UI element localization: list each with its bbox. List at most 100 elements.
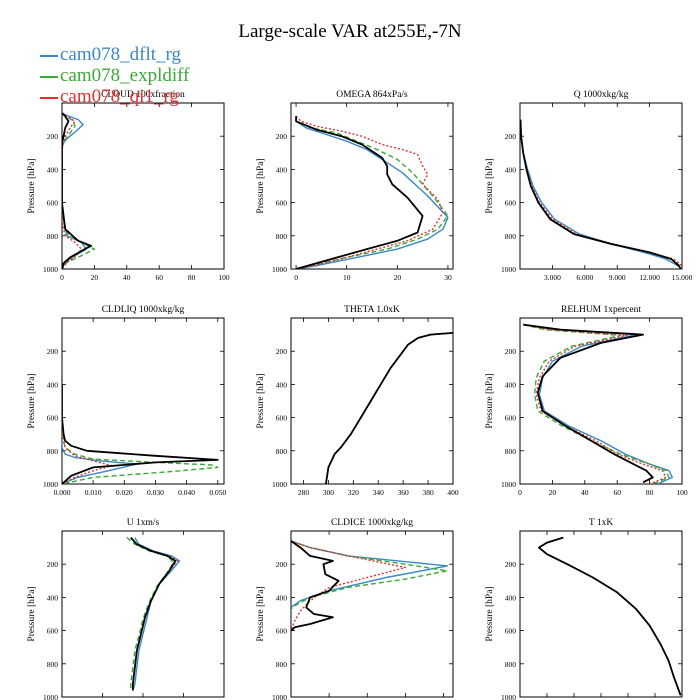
panel-title: RELHUM 1xpercent (561, 305, 641, 315)
series-line-expl (325, 332, 453, 484)
panel-frame (519, 317, 683, 485)
series-group (62, 384, 219, 484)
legend-item-dflt: cam078_dflt_rg (40, 44, 189, 65)
series-line-qi1 (291, 540, 407, 631)
y-axis-label: Pressure [hPa] (27, 158, 37, 213)
series-line-ref (538, 536, 682, 696)
y-tick-label: 1000 (43, 265, 58, 274)
x-tick-label: 0.030 (147, 488, 164, 497)
x-tick-label: 80 (646, 488, 654, 497)
y-tick-label: 1000 (272, 265, 287, 274)
series-line-dflt (325, 332, 453, 484)
y-tick-label: 400 (276, 593, 288, 602)
legend-item-qi1: cam078_qi1_rg (40, 86, 189, 107)
series-line-qi1 (130, 537, 179, 691)
series-group (538, 536, 682, 696)
panel-2: Q 1000xkg/kg Pressure [hPa] 200 400 600 800 10… (485, 90, 693, 282)
x-tick-label: 0.040 (178, 488, 195, 497)
legend-swatch-qi1 (40, 96, 58, 99)
x-tick-label: 10 (343, 273, 351, 282)
y-tick-label: 400 (276, 380, 288, 389)
x-tick-label: 9.000 (609, 273, 626, 282)
series-group (520, 119, 682, 269)
y-tick-label: 400 (505, 593, 517, 602)
legend-label-dflt: cam078_dflt_rg (60, 44, 182, 65)
y-tick-label: 400 (276, 165, 288, 174)
series-line-ref (523, 323, 654, 484)
y-tick-label: 600 (276, 627, 288, 636)
y-tick-label: 200 (276, 132, 288, 141)
y-tick-label: 200 (505, 560, 517, 569)
x-tick-label: 400 (447, 488, 459, 497)
y-tick-label: 800 (47, 660, 59, 669)
y-tick-label: 800 (505, 447, 517, 456)
y-tick-label: 1000 (501, 265, 516, 274)
x-tick-label: 0.000 (54, 488, 71, 497)
y-tick-label: 600 (276, 414, 288, 423)
x-tick-label: 40 (581, 488, 589, 497)
y-tick-label: 600 (505, 627, 517, 636)
series-group (62, 112, 96, 269)
x-tick-label: 360 (398, 488, 410, 497)
y-tick-label: 1000 (43, 480, 58, 489)
x-tick-label: 100 (218, 273, 230, 282)
y-axis-label: Pressure [hPa] (485, 586, 495, 641)
y-tick-label: 200 (505, 132, 517, 141)
y-axis-label: Pressure [hPa] (256, 373, 266, 428)
y-tick-label: 600 (505, 199, 517, 208)
legend-label-qi1: cam078_qi1_rg (60, 86, 179, 107)
y-tick-label: 600 (276, 199, 288, 208)
legend-swatch-expl (40, 75, 58, 78)
panel-frame (290, 530, 454, 698)
series-group (523, 323, 673, 484)
x-tick-label: 0 (294, 273, 298, 282)
series-line-expl (126, 537, 175, 691)
y-axis-label: Pressure [hPa] (27, 373, 37, 428)
x-tick-label: 0 (518, 488, 522, 497)
x-tick-label: 340 (373, 488, 385, 497)
y-tick-label: 800 (276, 660, 288, 669)
y-tick-label: 800 (47, 232, 59, 241)
y-tick-label: 400 (47, 380, 59, 389)
series-line-ref (62, 112, 93, 269)
y-tick-label: 200 (47, 347, 59, 356)
x-tick-label: 320 (348, 488, 360, 497)
y-tick-label: 800 (505, 660, 517, 669)
y-tick-label: 800 (276, 447, 288, 456)
x-tick-label: 300 (323, 488, 335, 497)
x-tick-label: 40 (123, 273, 131, 282)
panel-title: Q 1000xkg/kg (574, 90, 629, 100)
panel-frame (290, 102, 454, 270)
series-line-qi1 (523, 323, 667, 484)
x-tick-label: 380 (422, 488, 434, 497)
y-axis-label: Pressure [hPa] (256, 586, 266, 641)
legend-swatch-dflt (40, 54, 58, 57)
y-tick-label: 600 (47, 627, 59, 636)
y-tick-label: 200 (276, 560, 288, 569)
x-tick-label: 30 (444, 273, 452, 282)
legend-item-expl: cam078_expldiff (40, 65, 189, 86)
series-line-ref (520, 119, 682, 269)
panel-frame (61, 530, 225, 698)
series-line-expl (295, 116, 449, 269)
series-line-qi1 (62, 112, 83, 269)
panel-title: CLDLIQ 1000xkg/kg (102, 305, 185, 315)
panel-frame (290, 317, 454, 485)
series-line-qi1 (62, 417, 113, 484)
x-tick-label: 80 (188, 273, 196, 282)
series-line-dflt (520, 119, 682, 269)
legend-label-expl: cam078_expldiff (60, 65, 190, 86)
series-line-expl (62, 112, 96, 269)
panel-title: CLOUD 100xfraction (101, 89, 185, 100)
y-axis-label: Pressure [hPa] (485, 373, 495, 428)
series-line-ref (325, 332, 453, 484)
series-line-dflt (295, 116, 449, 269)
panel-title: THETA 1.0xK (344, 305, 400, 315)
panel-title: CLDICE 1000xkg/kg (331, 518, 413, 528)
y-axis-label: Pressure [hPa] (27, 586, 37, 641)
